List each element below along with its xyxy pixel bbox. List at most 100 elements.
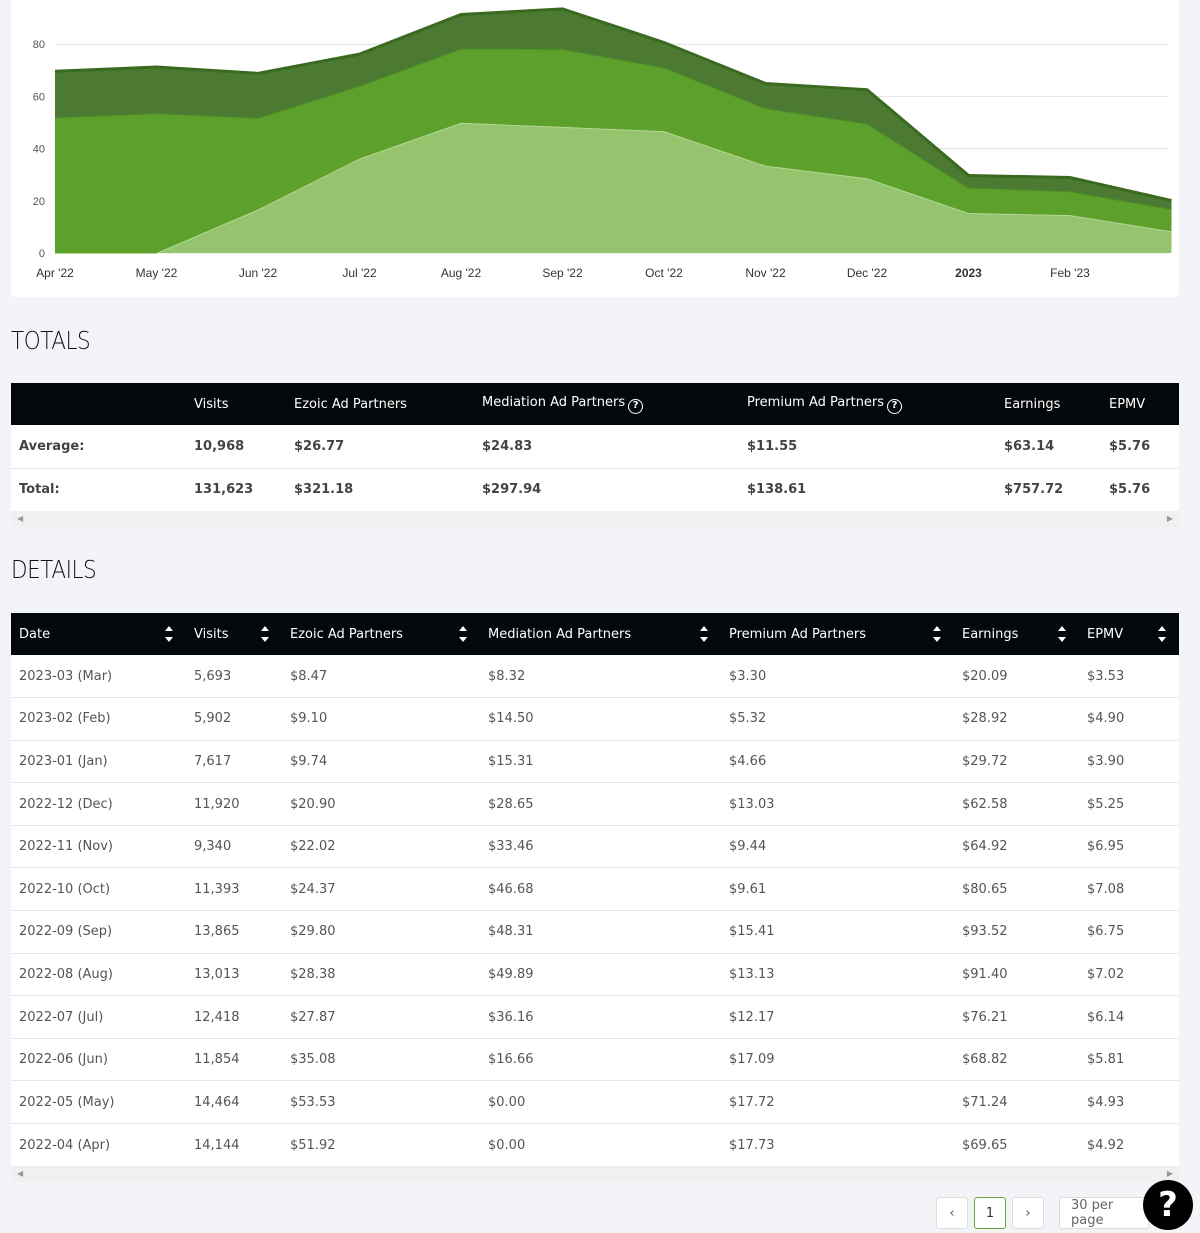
table-row: 2022-04 (Apr) 14,144 $51.92 $0.00 $17.73 $69.… (11, 1123, 1179, 1167)
area-series-1 (55, 122, 1172, 253)
details-cell: $22.02 (282, 824, 480, 868)
details-cell: $28.92 (954, 697, 1079, 741)
previous-page-button[interactable]: ‹ (936, 1197, 968, 1229)
per-page-select[interactable]: 30 per page (1059, 1197, 1149, 1229)
details-col-header[interactable]: EPMV (1079, 613, 1179, 655)
table-row: 2022-10 (Oct) 11,393 $24.37 $46.68 $9.61 $80.… (11, 867, 1179, 911)
totals-cell: $321.18 (286, 467, 474, 511)
details-table-container: Date Visits Ezoic Ad Partners Mediation Ad … (11, 613, 1179, 1182)
table-row: 2022-12 (Dec) 11,920 $20.90 $28.65 $13.03 $62… (11, 782, 1179, 826)
details-cell: 2022-07 (Jul) (11, 995, 186, 1039)
table-row: 2022-11 (Nov) 9,340 $22.02 $33.46 $9.44 $64.9… (11, 824, 1179, 868)
totals-col-header (11, 383, 186, 425)
x-tick-label: Sep '22 (542, 266, 583, 280)
details-cell: $93.52 (954, 910, 1079, 954)
details-cell: 11,920 (186, 782, 282, 826)
details-cell: $3.30 (729, 668, 767, 684)
details-cell: 11,393 (186, 867, 282, 911)
details-cell: $8.32 (488, 668, 526, 684)
column-label: Ezoic Ad Partners (294, 396, 407, 412)
help-circle-icon[interactable]: ? (887, 398, 903, 414)
details-cell: $9.74 (282, 739, 480, 783)
details-cell: $33.46 (480, 824, 721, 868)
y-tick-label: 20 (33, 196, 45, 208)
details-cell: 5,902 (186, 697, 282, 741)
sort-arrows-icon[interactable] (1058, 625, 1067, 643)
scroll-right-icon[interactable]: ▶ (1166, 514, 1173, 523)
totals-col-header: Visits (186, 383, 286, 425)
details-col-header[interactable]: Date (11, 613, 186, 655)
details-cell: 13,865 (186, 910, 282, 954)
table-row: 2022-08 (Aug) 13,013 $28.38 $49.89 $13.13 $91… (11, 952, 1179, 996)
y-tick-label: 60 (33, 91, 45, 103)
details-cell: $9.61 (721, 867, 954, 911)
table-row: 2023-03 (Mar) 5,693 $8.47 $8.32 $3.30 $20.09 $… (11, 655, 1179, 698)
totals-cell: $5.76 (1101, 467, 1179, 511)
details-cell: $17.72 (721, 1080, 954, 1124)
details-cell: $24.37 (282, 867, 480, 911)
details-cell: $3.90 (1079, 739, 1179, 783)
details-cell: 2022-05 (May) (11, 1080, 186, 1124)
details-cell: $9.10 (282, 697, 480, 741)
details-cell: 2022-09 (Sep) (11, 910, 186, 954)
y-tick-label: 40 (33, 144, 45, 156)
details-cell: $71.24 (954, 1080, 1079, 1124)
details-cell: 2022-12 (Dec) (11, 782, 186, 826)
details-cell: $17.09 (721, 1037, 954, 1081)
details-cell: $91.40 (954, 952, 1079, 996)
totals-cell: $63.14 (1004, 438, 1055, 454)
column-label: Mediation Ad Partners (488, 626, 632, 642)
sort-arrows-icon[interactable] (459, 625, 468, 643)
help-circle-icon[interactable]: ? (628, 398, 644, 414)
details-col-header[interactable]: Earnings (954, 613, 1079, 655)
details-cell: $28.65 (480, 782, 721, 826)
column-label: Visits (194, 626, 229, 642)
page-1-button[interactable]: 1 (974, 1197, 1006, 1229)
column-label: Ezoic Ad Partners (290, 626, 403, 642)
scroll-left-icon[interactable]: ◀ (17, 1169, 24, 1178)
sort-arrows-icon[interactable] (165, 625, 174, 643)
details-col-header[interactable]: Ezoic Ad Partners (282, 613, 480, 655)
details-col-header[interactable]: Premium Ad Partners (721, 613, 954, 655)
totals-cell: $297.94 (474, 467, 739, 511)
table-row: 2022-05 (May) 14,464 $53.53 $0.00 $17.72 $71.… (11, 1080, 1179, 1124)
totals-col-header: EPMV (1101, 383, 1179, 425)
details-cell: $0.00 (480, 1123, 721, 1167)
totals-cell: $757.72 (996, 467, 1101, 511)
totals-cell: $138.61 (739, 467, 996, 511)
totals-table: Visits Ezoic Ad Partners Mediation Ad Part… (11, 383, 1179, 511)
table-row: 2022-06 (Jun) 11,854 $35.08 $16.66 $17.09 $68… (11, 1037, 1179, 1081)
details-cell: 2023-02 (Feb) (11, 697, 186, 741)
details-cell: 9,340 (186, 824, 282, 868)
details-cell: $28.38 (282, 952, 480, 996)
details-cell: $13.03 (721, 782, 954, 826)
details-cell: 13,013 (186, 952, 282, 996)
details-cell: $7.08 (1079, 867, 1179, 911)
totals-cell: $24.83 (482, 438, 533, 454)
details-cell: $15.41 (721, 910, 954, 954)
details-cell: $27.87 (282, 995, 480, 1039)
sort-arrows-icon[interactable] (261, 625, 270, 643)
details-col-header[interactable]: Visits (186, 613, 282, 655)
totals-cell: Total: (11, 467, 186, 511)
sort-arrows-icon[interactable] (700, 625, 709, 643)
totals-horizontal-scrollbar[interactable]: ◀ ▶ (11, 511, 1179, 527)
details-cell: $13.13 (721, 952, 954, 996)
scroll-left-icon[interactable]: ◀ (17, 514, 24, 523)
details-horizontal-scrollbar[interactable]: ◀ ▶ (11, 1166, 1179, 1182)
scroll-right-icon[interactable]: ▶ (1166, 1169, 1173, 1178)
totals-cell: $11.55 (747, 438, 798, 454)
details-cell: $64.92 (954, 824, 1079, 868)
help-button[interactable]: ? (1143, 1180, 1193, 1230)
x-tick-label: Apr '22 (36, 266, 74, 280)
details-cell: $46.68 (480, 867, 721, 911)
details-col-header[interactable]: Mediation Ad Partners (480, 613, 721, 655)
column-label: Date (19, 626, 51, 642)
sort-arrows-icon[interactable] (933, 625, 942, 643)
next-page-button[interactable]: › (1012, 1197, 1044, 1229)
details-cell: $5.81 (1079, 1037, 1179, 1081)
totals-col-header: Mediation Ad Partners? (474, 383, 739, 425)
sort-arrows-icon[interactable] (1158, 625, 1167, 643)
y-tick-label: 80 (33, 39, 45, 51)
table-row: 2022-09 (Sep) 13,865 $29.80 $48.31 $15.41 $93… (11, 910, 1179, 954)
